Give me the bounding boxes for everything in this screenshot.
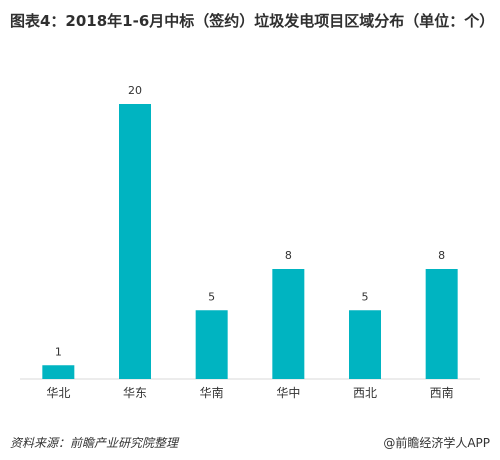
value-label-华中: 8 — [285, 249, 292, 262]
bar-西南 — [425, 269, 458, 379]
x-tick-label: 华中 — [276, 385, 300, 400]
value-label-华南: 5 — [208, 290, 215, 303]
x-tick-label: 华北 — [46, 386, 70, 400]
value-label-西南: 8 — [438, 249, 445, 262]
bar-华中 — [272, 269, 305, 379]
bar-西北 — [349, 310, 381, 379]
value-label-西北: 5 — [362, 290, 369, 303]
x-tick-label: 西南 — [430, 385, 454, 400]
source-note: 资料来源：前瞻产业研究院整理 — [10, 436, 179, 450]
x-tick-label: 华东 — [123, 386, 147, 400]
brand-credit: @前瞻经济学人APP — [383, 436, 490, 450]
x-tick-label: 华南 — [200, 385, 224, 400]
chart-title: 图表4：2018年1-6月中标（签约）垃圾发电项目区域分布（单位：个） — [10, 12, 495, 30]
x-tick-label: 西北 — [353, 386, 377, 400]
bar-华南 — [195, 310, 228, 379]
value-label-华东: 20 — [128, 84, 142, 97]
value-label-华北: 1 — [55, 345, 62, 358]
bar-华北 — [42, 365, 75, 379]
bar-华东 — [119, 104, 151, 379]
